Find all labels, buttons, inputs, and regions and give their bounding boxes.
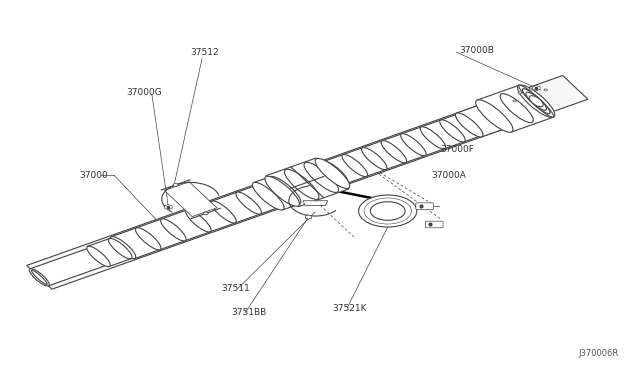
Polygon shape — [477, 85, 553, 132]
Ellipse shape — [109, 238, 132, 259]
Ellipse shape — [381, 141, 406, 163]
Ellipse shape — [500, 94, 533, 123]
Polygon shape — [456, 104, 507, 137]
Text: 37000G: 37000G — [127, 88, 163, 97]
Ellipse shape — [87, 246, 110, 267]
Ellipse shape — [371, 202, 405, 220]
Ellipse shape — [364, 198, 412, 224]
Ellipse shape — [526, 92, 547, 110]
Ellipse shape — [522, 89, 550, 114]
FancyBboxPatch shape — [426, 221, 443, 228]
Ellipse shape — [420, 127, 445, 149]
Polygon shape — [111, 228, 160, 259]
Ellipse shape — [261, 183, 287, 205]
Ellipse shape — [529, 96, 543, 107]
Ellipse shape — [323, 161, 348, 183]
Text: 37000: 37000 — [79, 170, 108, 180]
Ellipse shape — [304, 162, 339, 192]
Ellipse shape — [161, 219, 186, 241]
Polygon shape — [382, 134, 425, 163]
Ellipse shape — [186, 210, 211, 232]
Polygon shape — [87, 238, 134, 267]
Ellipse shape — [252, 182, 284, 210]
Text: 37521K: 37521K — [333, 304, 367, 313]
Ellipse shape — [342, 154, 367, 177]
Ellipse shape — [29, 269, 49, 286]
Polygon shape — [303, 201, 328, 205]
Ellipse shape — [518, 85, 554, 117]
Polygon shape — [136, 219, 185, 250]
Polygon shape — [237, 183, 285, 214]
Circle shape — [544, 89, 547, 91]
Ellipse shape — [236, 192, 261, 214]
Polygon shape — [324, 155, 366, 183]
Ellipse shape — [211, 201, 236, 223]
Polygon shape — [30, 242, 124, 286]
Ellipse shape — [31, 270, 47, 285]
FancyBboxPatch shape — [416, 203, 433, 209]
Polygon shape — [343, 148, 386, 176]
Ellipse shape — [440, 120, 465, 142]
Circle shape — [529, 88, 532, 90]
Text: J370006R: J370006R — [578, 349, 618, 358]
Ellipse shape — [284, 169, 319, 199]
Text: 37000A: 37000A — [431, 170, 466, 180]
Text: 37512: 37512 — [190, 48, 219, 57]
Ellipse shape — [518, 85, 555, 118]
Ellipse shape — [269, 176, 301, 204]
Ellipse shape — [265, 176, 300, 206]
Text: 37000B: 37000B — [460, 46, 495, 55]
Polygon shape — [421, 120, 464, 149]
Polygon shape — [266, 158, 349, 207]
Ellipse shape — [401, 134, 426, 156]
Circle shape — [204, 212, 208, 215]
Ellipse shape — [110, 237, 136, 259]
Polygon shape — [27, 76, 588, 289]
Ellipse shape — [362, 148, 387, 170]
Polygon shape — [253, 177, 300, 210]
Text: 37511: 37511 — [221, 284, 250, 293]
Ellipse shape — [456, 113, 483, 137]
Polygon shape — [441, 113, 484, 142]
Ellipse shape — [476, 100, 513, 132]
Polygon shape — [212, 192, 260, 223]
Circle shape — [518, 92, 522, 94]
Polygon shape — [363, 141, 406, 170]
Text: 3751BB: 3751BB — [231, 308, 266, 317]
Polygon shape — [187, 201, 235, 232]
Ellipse shape — [136, 228, 161, 250]
Ellipse shape — [315, 158, 349, 189]
Polygon shape — [162, 210, 210, 241]
Polygon shape — [164, 182, 217, 217]
Ellipse shape — [358, 195, 417, 227]
Polygon shape — [402, 127, 445, 155]
Circle shape — [513, 100, 516, 102]
Circle shape — [173, 183, 178, 186]
Ellipse shape — [460, 113, 484, 135]
Text: 37000F: 37000F — [440, 145, 474, 154]
